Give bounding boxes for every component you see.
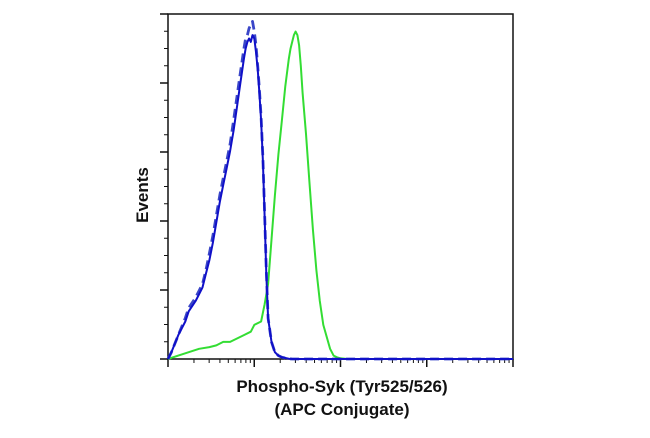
y-axis-ticks (160, 13, 168, 360)
histogram-series (166, 20, 513, 361)
y-axis-label: Events (133, 167, 152, 223)
x-axis-label-line1: Phospho-Syk (Tyr525/526) (236, 377, 447, 396)
histogram-series-line-2 (166, 20, 513, 361)
x-axis-label-line2: (APC Conjugate) (274, 400, 409, 419)
histogram-series-line-1 (167, 34, 513, 360)
plot-frame (167, 13, 514, 360)
